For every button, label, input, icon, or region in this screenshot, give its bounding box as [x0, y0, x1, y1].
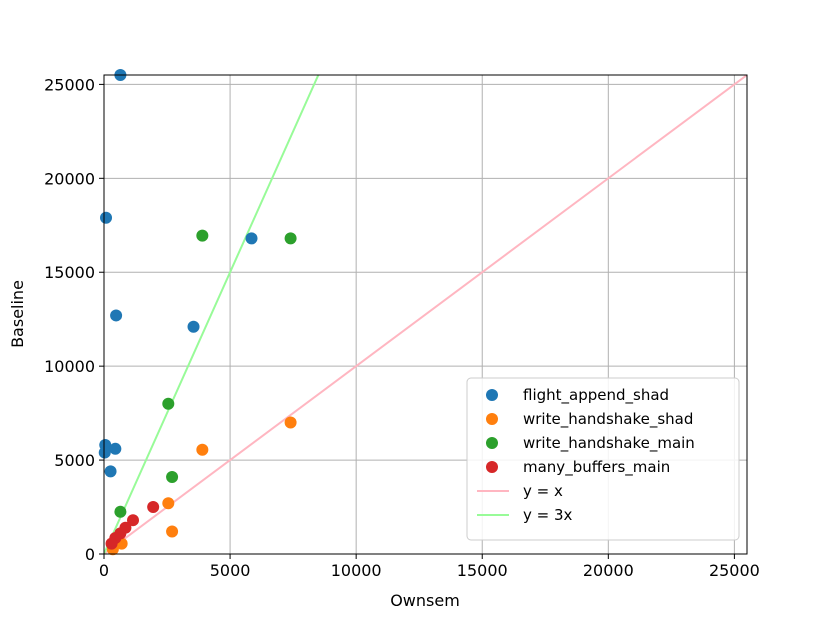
scatter-point	[187, 320, 200, 333]
y-tick-label: 15000	[44, 263, 95, 282]
scatter-point	[162, 397, 175, 410]
legend-label: y = x	[523, 482, 563, 500]
y-tick-label: 20000	[44, 169, 95, 188]
scatter-point	[110, 309, 123, 322]
data-points	[98, 69, 297, 556]
scatter-point	[126, 514, 139, 527]
y-axis-ticks: 0 5000 10000 15000 20000 25000	[44, 75, 104, 564]
legend-marker	[486, 389, 498, 401]
legend-box	[466, 377, 740, 541]
y-axis-label: Baseline	[8, 280, 27, 348]
y-tick-label: 10000	[44, 357, 95, 376]
x-tick-label: 0	[99, 561, 109, 580]
scatter-point	[196, 229, 209, 242]
legend-marker	[486, 413, 498, 425]
legend-label: flight_append_shad	[523, 386, 669, 405]
x-axis-ticks: 0 5000 10000 15000 20000 25000	[99, 554, 760, 580]
y-tick-label: 25000	[44, 75, 95, 94]
plot-frame	[103, 74, 748, 555]
x-tick-label: 5000	[210, 561, 251, 580]
scatter-point	[98, 446, 111, 459]
x-tick-label: 25000	[709, 561, 760, 580]
scatter-point	[166, 525, 179, 538]
y-tick-label: 0	[85, 545, 95, 564]
reference-line	[104, 75, 320, 554]
scatter-point	[166, 470, 179, 483]
legend: flight_append_shad write_handshake_shadwr…	[466, 377, 740, 541]
scatter-point	[100, 211, 113, 224]
legend-label: y = 3x	[523, 506, 573, 524]
scatter-point	[147, 501, 160, 514]
scatter-point	[245, 232, 258, 245]
legend-marker	[486, 437, 498, 449]
reference-line	[104, 75, 747, 554]
grid-lines	[103, 75, 747, 555]
x-tick-label: 15000	[457, 561, 508, 580]
x-tick-label: 20000	[583, 561, 634, 580]
scatter-point	[109, 442, 122, 455]
legend-marker	[486, 461, 498, 473]
scatter-point	[105, 537, 118, 550]
x-tick-label: 10000	[331, 561, 382, 580]
x-axis-label: Ownsem	[390, 591, 460, 610]
scatter-point	[114, 505, 127, 518]
scatter-point	[162, 497, 175, 510]
legend-label: many_buffers_main	[523, 458, 670, 477]
legend-label: write_handshake_main	[523, 434, 695, 453]
scatter-point	[284, 232, 297, 245]
reference-lines	[104, 75, 747, 554]
legend-label: write_handshake_shad	[523, 410, 693, 429]
y-tick-label: 5000	[54, 451, 95, 470]
scatter-point	[104, 465, 117, 478]
scatter-point	[284, 416, 297, 429]
scatter-point	[196, 443, 209, 456]
